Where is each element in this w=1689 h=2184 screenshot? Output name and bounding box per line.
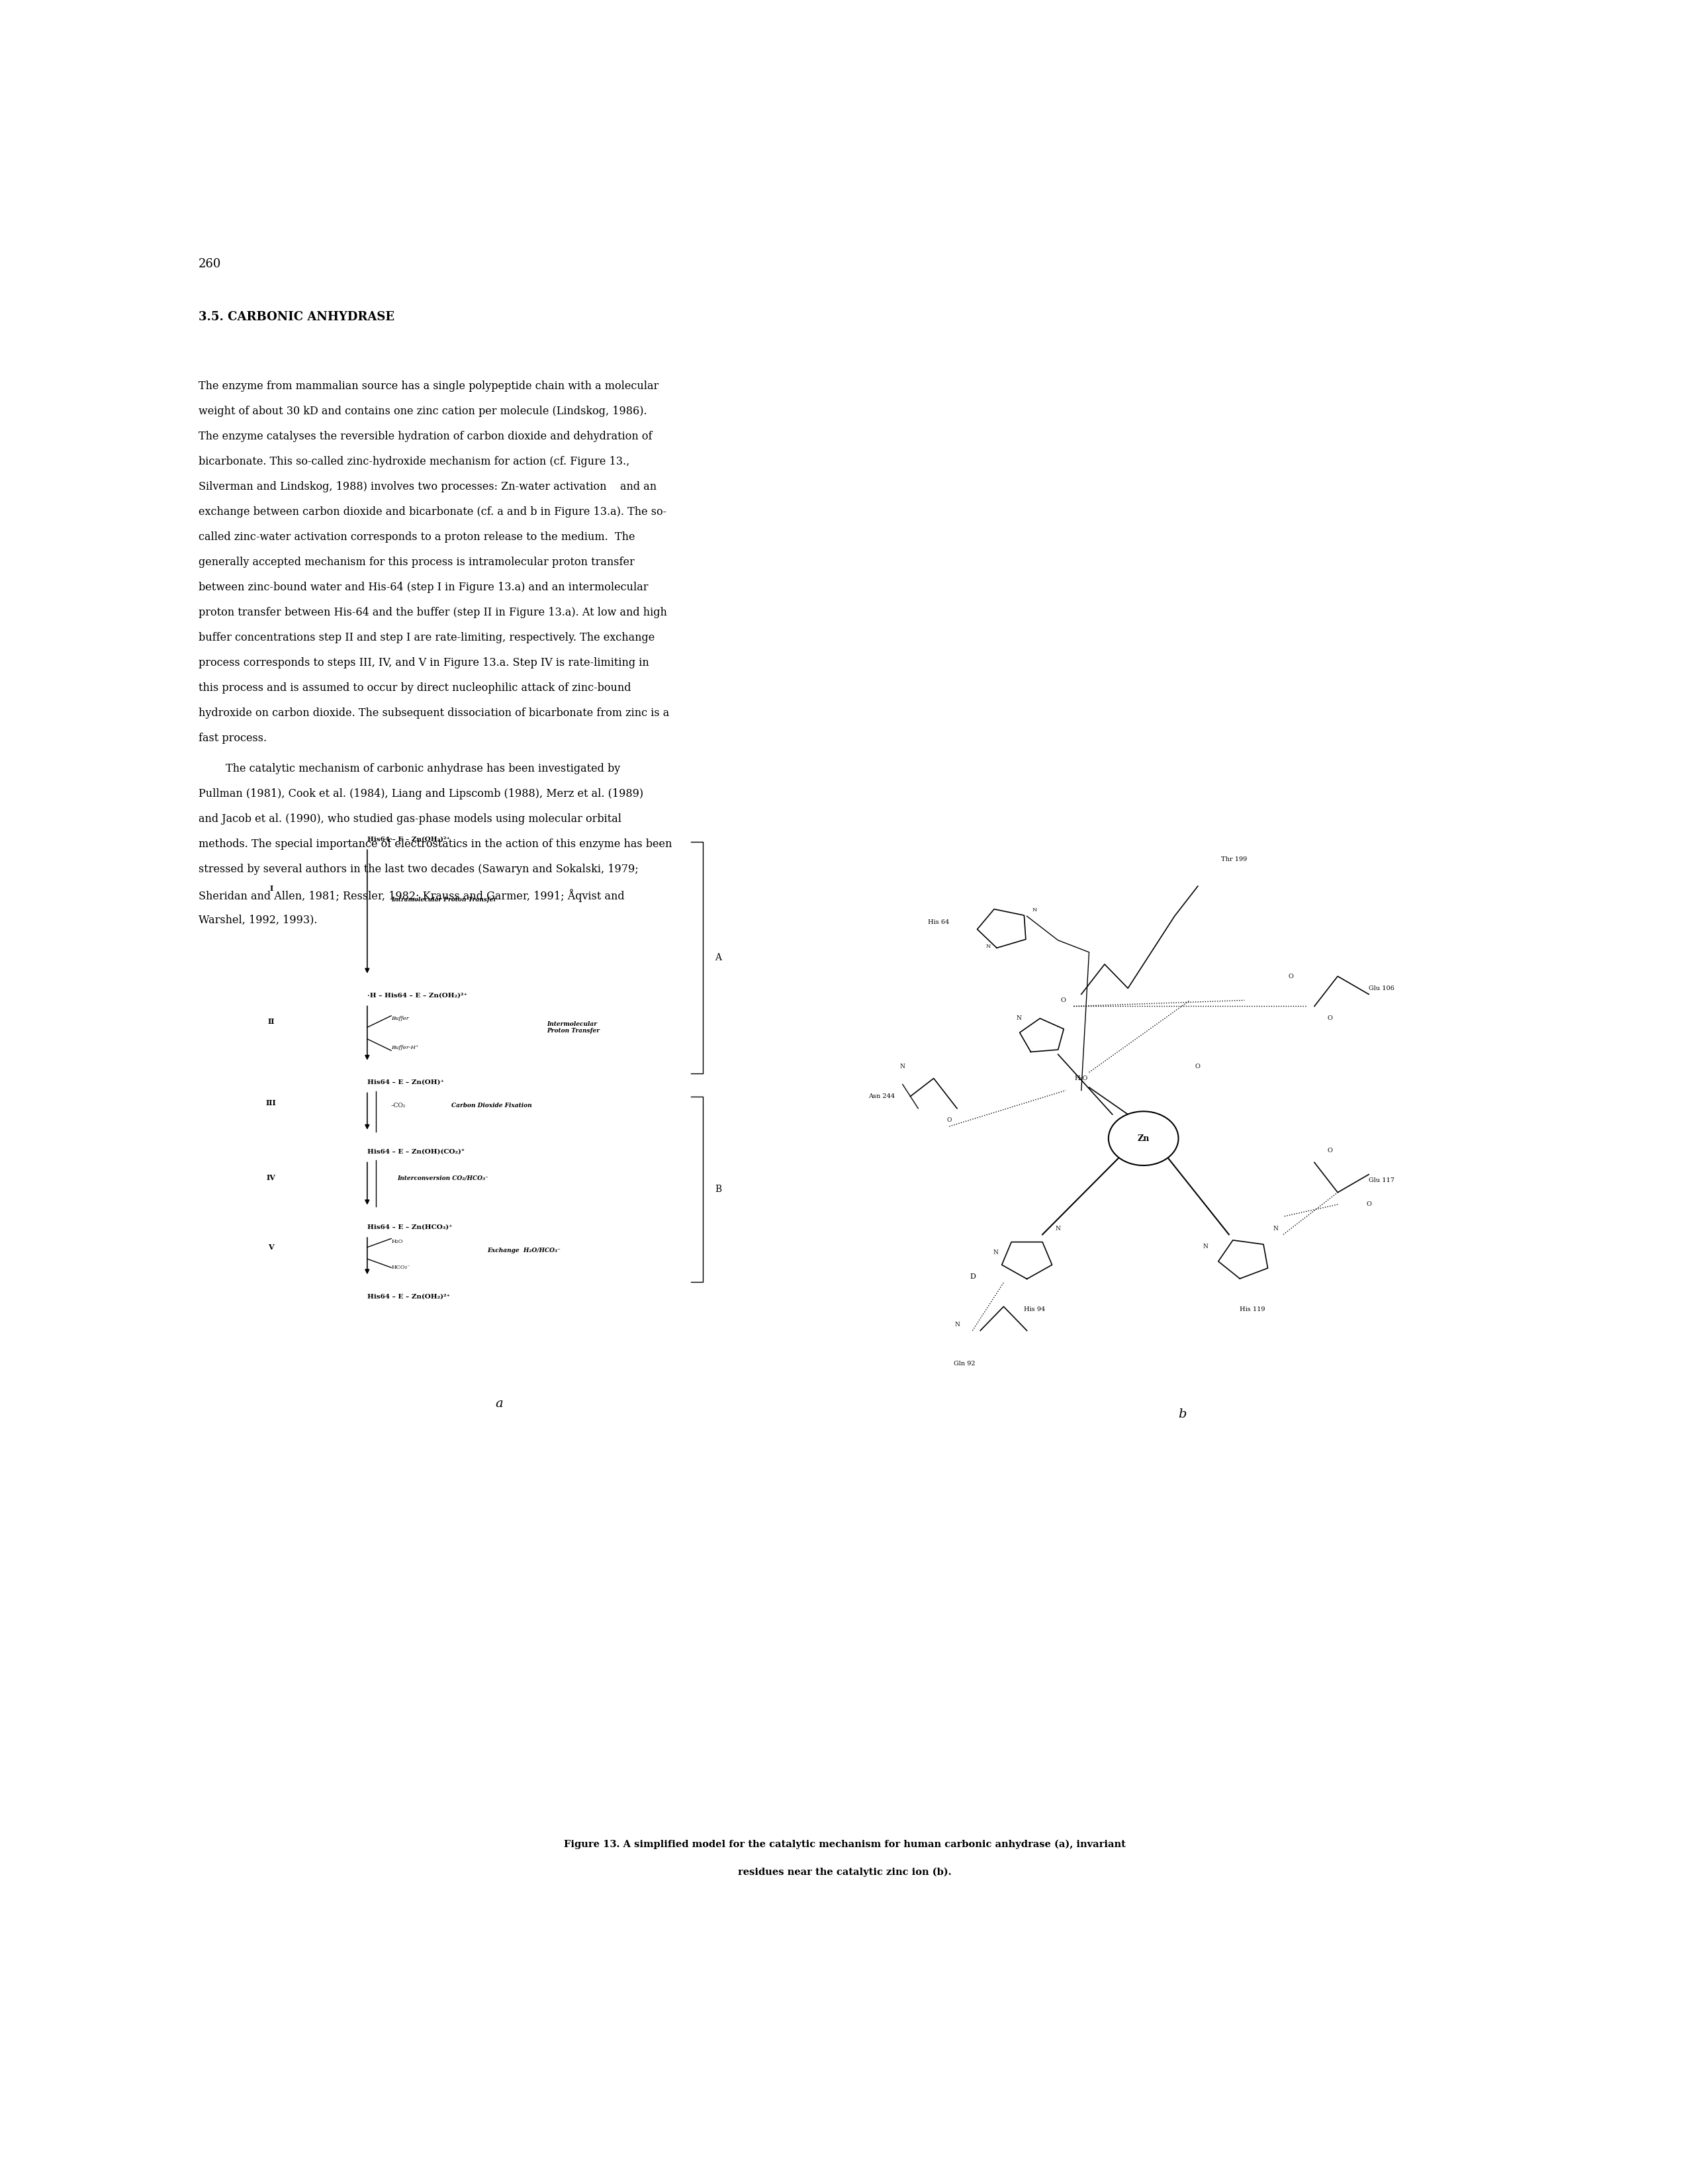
Text: His64 – E – Zn(OH₂)²⁺: His64 – E – Zn(OH₂)²⁺ (367, 1293, 449, 1299)
Text: weight of about 30 kD and contains one zinc cation per molecule (Lindskog, 1986): weight of about 30 kD and contains one z… (199, 406, 647, 417)
Text: His64 – E – Zn(OH₂)²⁺: His64 – E – Zn(OH₂)²⁺ (367, 836, 449, 843)
Circle shape (1108, 1112, 1179, 1166)
Text: stressed by several authors in the last two decades (Sawaryn and Sokalski, 1979;: stressed by several authors in the last … (199, 863, 638, 876)
Text: buffer concentrations step II and step I are rate-limiting, respectively. The ex: buffer concentrations step II and step I… (199, 631, 655, 644)
Text: N: N (993, 1249, 998, 1256)
Text: Interconversion CO₂/HCO₃⁻: Interconversion CO₂/HCO₃⁻ (397, 1175, 488, 1182)
Text: and Jacob et al. (1990), who studied gas-phase models using molecular orbital: and Jacob et al. (1990), who studied gas… (199, 812, 622, 826)
Text: V: V (269, 1243, 274, 1251)
Text: Buffer-H⁺: Buffer-H⁺ (392, 1044, 419, 1051)
Text: His64 – E – Zn(OH)(CO₂)°: His64 – E – Zn(OH)(CO₂)° (367, 1149, 464, 1155)
Text: O: O (948, 1118, 951, 1123)
Text: Silverman and Lindskog, 1988) involves two processes: Zn-water activation    and: Silverman and Lindskog, 1988) involves t… (199, 480, 657, 491)
Text: N: N (900, 1064, 905, 1070)
Text: Glu 117: Glu 117 (1368, 1177, 1395, 1184)
Text: Exchange  H₂O/HCO₃⁻: Exchange H₂O/HCO₃⁻ (486, 1247, 561, 1254)
Text: III: III (267, 1099, 277, 1107)
Text: fast process.: fast process. (199, 732, 267, 745)
Text: Asn 244: Asn 244 (868, 1094, 895, 1099)
Text: Glu 106: Glu 106 (1368, 985, 1395, 992)
Text: process corresponds to steps III, IV, and V in Figure 13.a. Step IV is rate-limi: process corresponds to steps III, IV, an… (199, 657, 649, 668)
Text: N: N (1056, 1225, 1061, 1232)
Text: H₂O: H₂O (392, 1238, 402, 1245)
Text: ·H – His64 – E – Zn(OH₂)²⁺: ·H – His64 – E – Zn(OH₂)²⁺ (367, 992, 468, 998)
Text: Pullman (1981), Cook et al. (1984), Liang and Lipscomb (1988), Merz et al. (1989: Pullman (1981), Cook et al. (1984), Lian… (199, 788, 644, 799)
Text: O: O (1366, 1201, 1371, 1208)
Text: 260: 260 (199, 258, 221, 271)
Text: Zn: Zn (1137, 1133, 1150, 1142)
Text: D: D (969, 1273, 976, 1280)
Text: Thr 199: Thr 199 (1221, 856, 1246, 863)
Text: N: N (1203, 1243, 1208, 1249)
Text: O: O (1328, 1016, 1333, 1022)
Text: His64 – E – Zn(HCO₃)⁺: His64 – E – Zn(HCO₃)⁺ (367, 1223, 453, 1230)
Text: hydroxide on carbon dioxide. The subsequent dissociation of bicarbonate from zin: hydroxide on carbon dioxide. The subsequ… (199, 708, 669, 719)
Text: bicarbonate. This so-called zinc-hydroxide mechanism for action (cf. Figure 13.,: bicarbonate. This so-called zinc-hydroxi… (199, 456, 630, 467)
Text: this process and is assumed to occur by direct nucleophilic attack of zinc-bound: this process and is assumed to occur by … (199, 681, 632, 695)
Text: A: A (714, 952, 721, 963)
Text: O: O (1328, 1147, 1333, 1153)
Text: His 94: His 94 (1024, 1306, 1045, 1313)
Text: 3.5. CARBONIC ANHYDRASE: 3.5. CARBONIC ANHYDRASE (199, 310, 395, 323)
Text: HCO₃⁻: HCO₃⁻ (392, 1265, 410, 1271)
Text: between zinc-bound water and His-64 (step I in Figure 13.a) and an intermolecula: between zinc-bound water and His-64 (ste… (199, 581, 649, 594)
Text: IV: IV (267, 1175, 275, 1182)
Text: B: B (714, 1184, 721, 1195)
Text: Sheridan and Allen, 1981; Ressler, 1982; Krauss and Garmer, 1991; Åqvist and: Sheridan and Allen, 1981; Ressler, 1982;… (199, 889, 625, 902)
Text: N: N (1274, 1225, 1279, 1232)
Text: N: N (1017, 1016, 1022, 1022)
Text: N: N (1032, 909, 1037, 913)
Text: The enzyme from mammalian source has a single polypeptide chain with a molecular: The enzyme from mammalian source has a s… (199, 380, 659, 391)
Text: I: I (270, 885, 274, 891)
Text: residues near the catalytic zinc ion (b).: residues near the catalytic zinc ion (b)… (738, 1867, 951, 1878)
Text: II: II (269, 1018, 275, 1024)
Text: Gln 92: Gln 92 (954, 1361, 976, 1367)
Text: generally accepted mechanism for this process is intramolecular proton transfer: generally accepted mechanism for this pr… (199, 557, 635, 568)
Text: The enzyme catalyses the reversible hydration of carbon dioxide and dehydration : The enzyme catalyses the reversible hydr… (199, 430, 652, 441)
Text: proton transfer between His-64 and the buffer (step II in Figure 13.a). At low a: proton transfer between His-64 and the b… (199, 607, 667, 618)
Text: O: O (1061, 998, 1066, 1002)
Text: Carbon Dioxide Fixation: Carbon Dioxide Fixation (451, 1103, 532, 1109)
Text: His64 – E – Zn(OH)⁺: His64 – E – Zn(OH)⁺ (367, 1079, 444, 1085)
Text: a: a (495, 1398, 503, 1409)
Text: b: b (1179, 1409, 1186, 1420)
Text: His 119: His 119 (1240, 1306, 1265, 1313)
Text: Intramolecular Proton Transfer: Intramolecular Proton Transfer (392, 898, 497, 902)
Text: His 64: His 64 (927, 919, 949, 926)
Text: Warshel, 1992, 1993).: Warshel, 1992, 1993). (199, 913, 318, 926)
Text: –CO₂: –CO₂ (392, 1103, 405, 1109)
Text: Figure 13. A simplified model for the catalytic mechanism for human carbonic anh: Figure 13. A simplified model for the ca… (564, 1839, 1125, 1850)
Text: The catalytic mechanism of carbonic anhydrase has been investigated by: The catalytic mechanism of carbonic anhy… (199, 762, 620, 775)
Text: O: O (1289, 974, 1294, 978)
Text: Buffer: Buffer (392, 1016, 409, 1022)
Text: N: N (954, 1321, 959, 1328)
Text: H₂O: H₂O (1074, 1075, 1088, 1081)
Text: exchange between carbon dioxide and bicarbonate (cf. a and b in Figure 13.a). Th: exchange between carbon dioxide and bica… (199, 507, 667, 518)
Text: Intermolecular
Proton Transfer: Intermolecular Proton Transfer (547, 1020, 600, 1033)
Text: O: O (1196, 1064, 1201, 1070)
Text: called zinc-water activation corresponds to a proton release to the medium.  The: called zinc-water activation corresponds… (199, 531, 635, 542)
Text: methods. The special importance of electrostatics in the action of this enzyme h: methods. The special importance of elect… (199, 839, 672, 850)
Text: N: N (986, 943, 990, 948)
